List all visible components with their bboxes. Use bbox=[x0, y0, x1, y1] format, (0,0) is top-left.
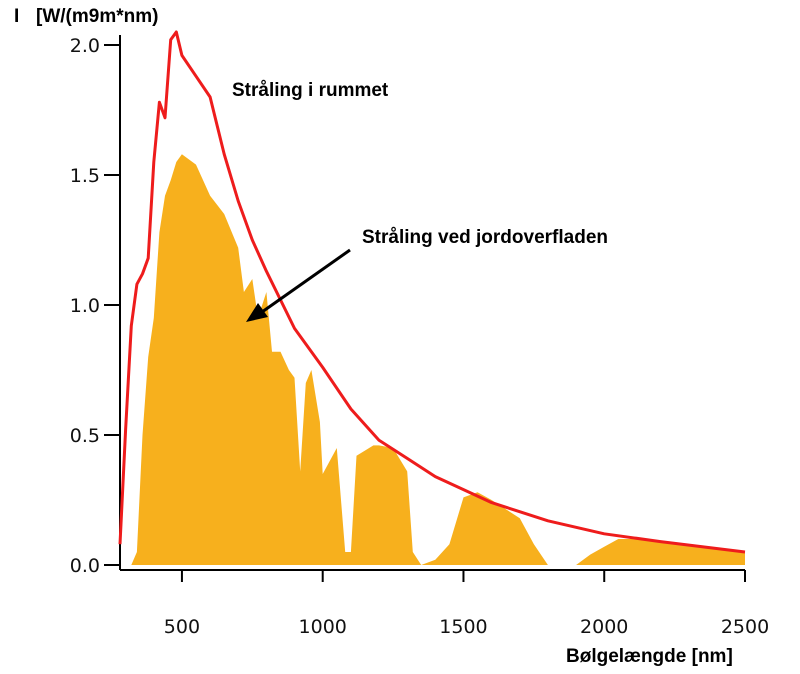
y-tick-label: 2.0 bbox=[70, 35, 100, 57]
x-axis-label: Bølgelængde [nm] bbox=[566, 646, 733, 667]
y-tick-label: 1.5 bbox=[70, 165, 100, 187]
x-tick-label: 2000 bbox=[580, 616, 628, 638]
annotation-surface-radiation: Stråling ved jordoverfladen bbox=[362, 227, 608, 248]
x-tick-label: 500 bbox=[164, 616, 200, 638]
y-tick-label: 1.0 bbox=[70, 295, 100, 317]
annotation-arrow bbox=[246, 248, 351, 322]
y-tick-label: 0.5 bbox=[70, 425, 100, 447]
y-axis-mark: I bbox=[14, 6, 19, 27]
y-ticks: 0.0 0.5 1.0 1.5 2.0 bbox=[70, 35, 120, 577]
surface-radiation-area bbox=[120, 154, 745, 565]
axes bbox=[119, 35, 745, 571]
y-tick-label: 0.0 bbox=[70, 555, 100, 577]
x-tick-label: 2500 bbox=[721, 616, 769, 638]
space-radiation-line bbox=[118, 30, 746, 554]
x-ticks: 500 1000 1500 2000 2500 bbox=[164, 570, 769, 638]
x-tick-label: 1500 bbox=[439, 616, 487, 638]
annotation-space-radiation: Stråling i rummet bbox=[232, 80, 389, 101]
x-tick-label: 1000 bbox=[299, 616, 347, 638]
y-axis-label: [W/(m9m*nm) bbox=[36, 6, 158, 27]
